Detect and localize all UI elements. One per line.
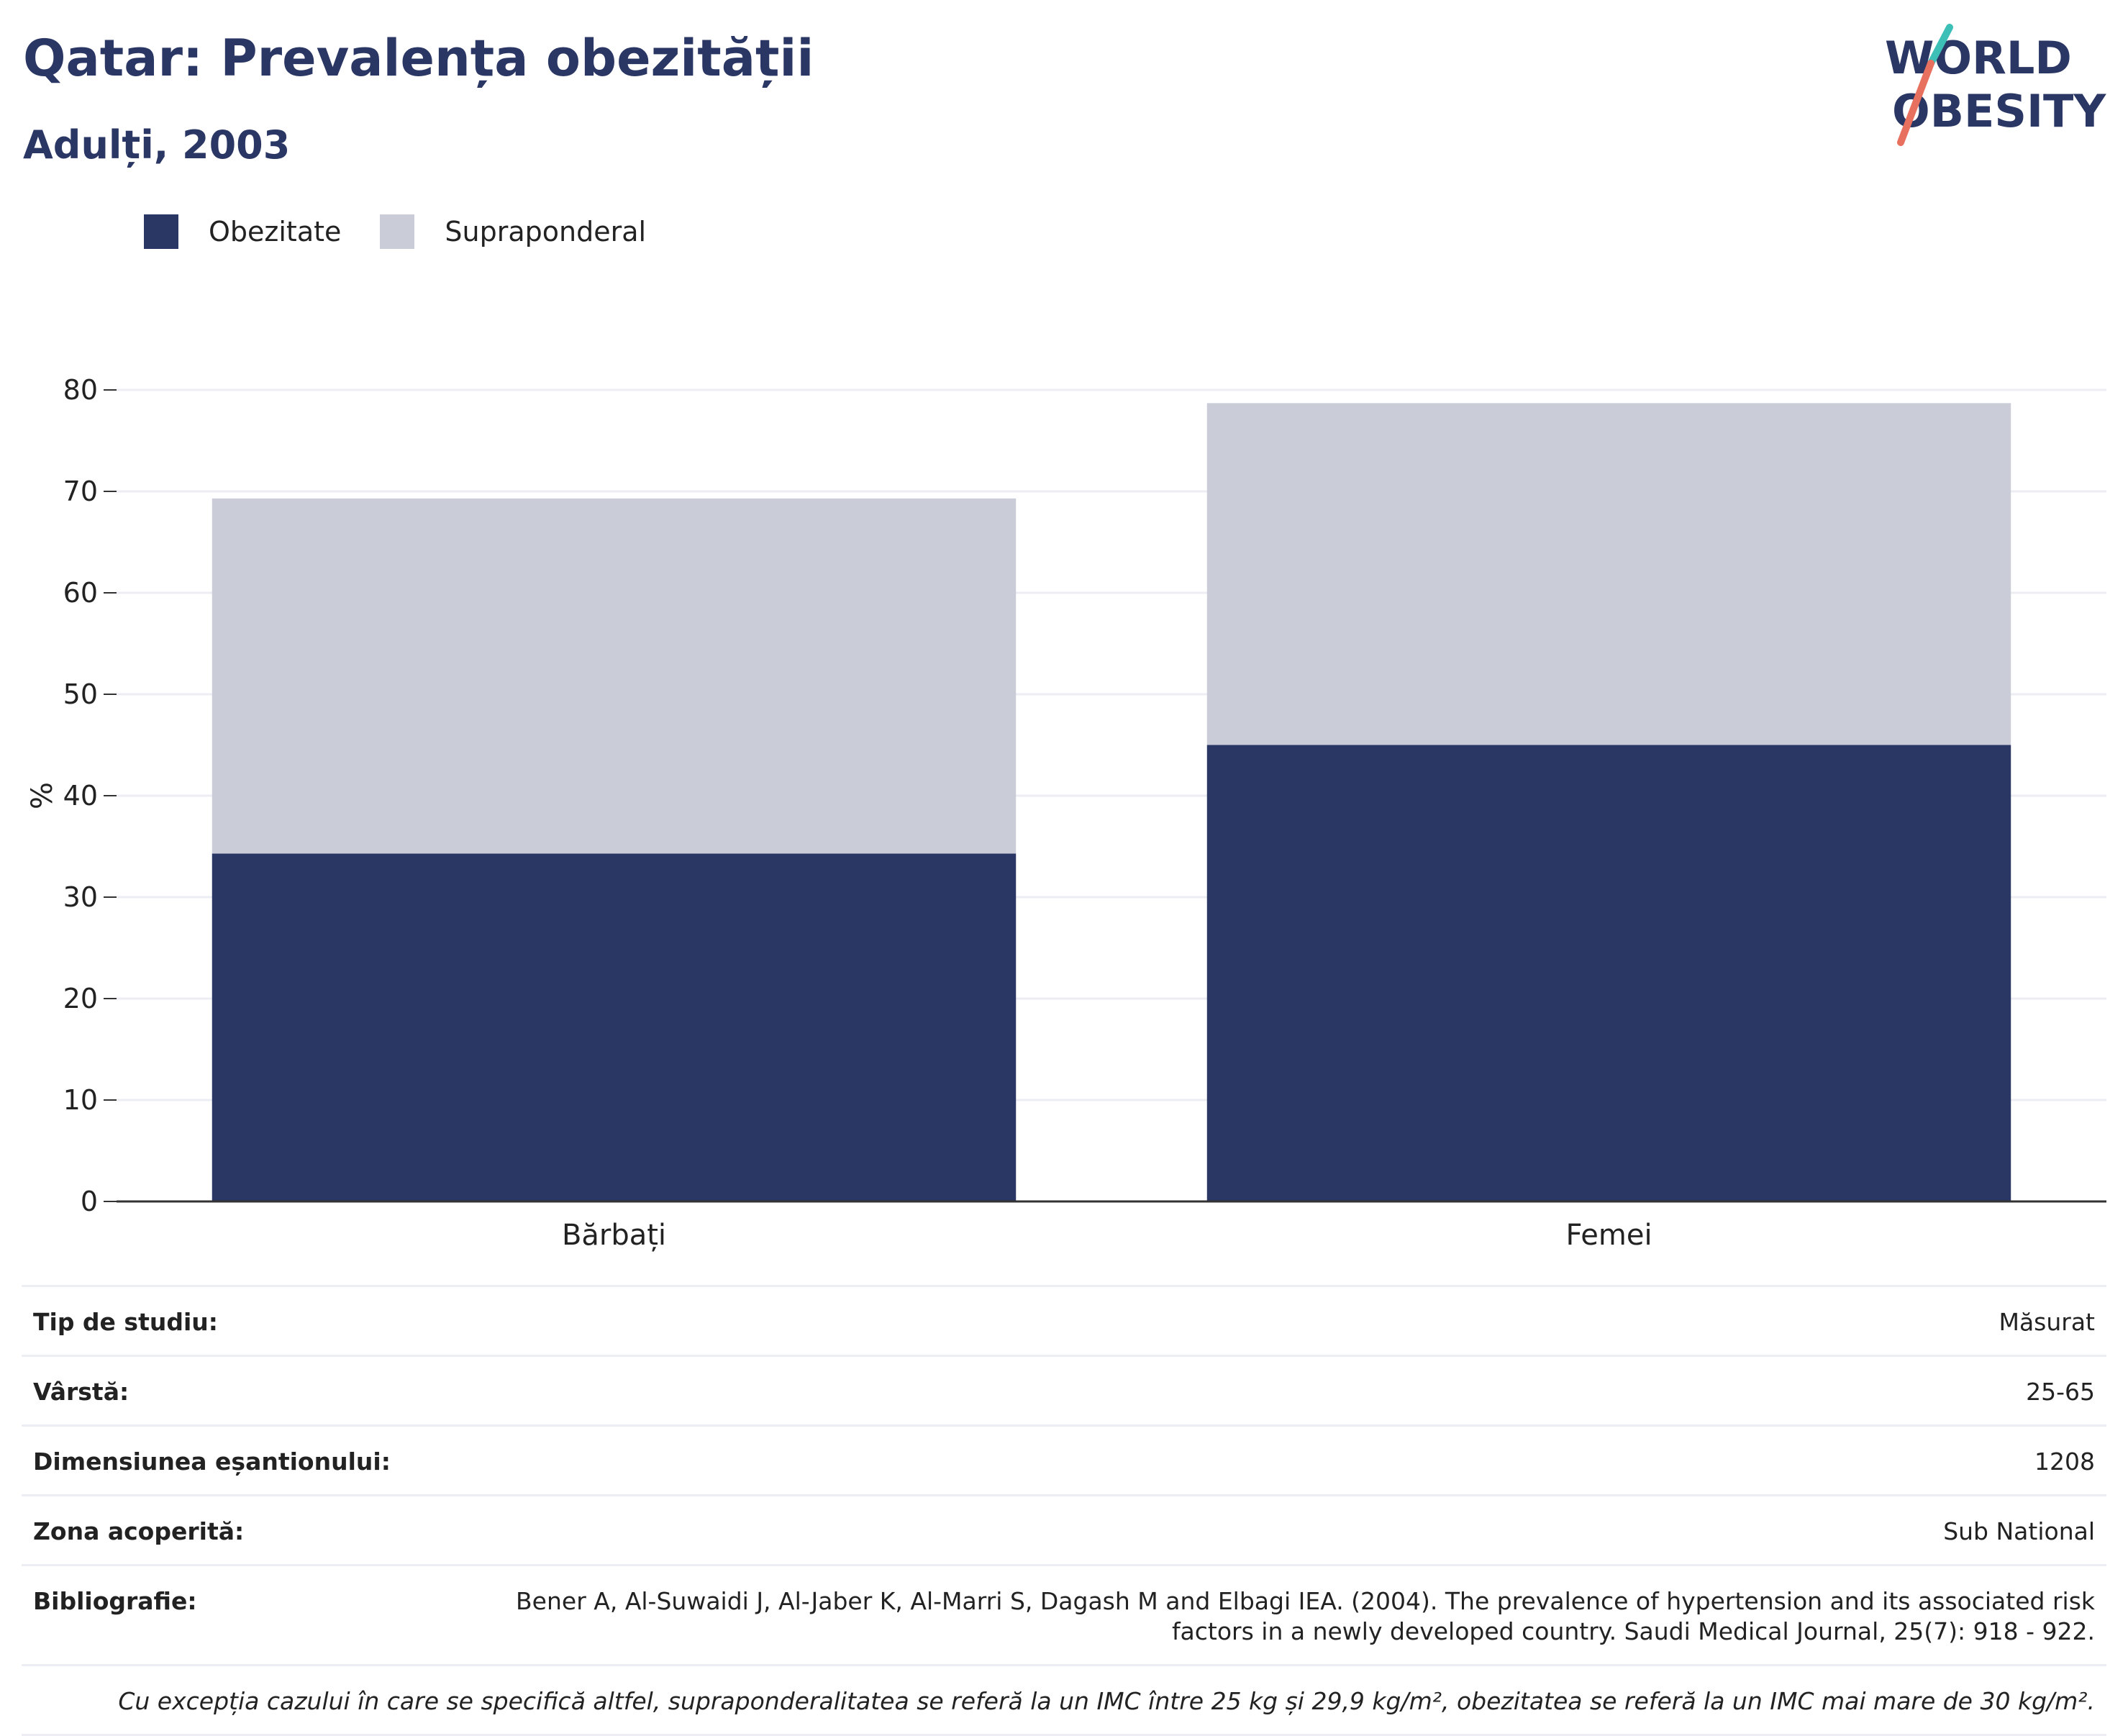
definition-footnote: Cu excepția cazului în care se specifică… xyxy=(22,1664,2106,1736)
legend-item-obezitate[interactable]: Obezitate xyxy=(144,214,341,249)
legend-item-supraponderal[interactable]: Supraponderal xyxy=(380,214,646,249)
x-category-label: Femei xyxy=(1565,1219,1652,1252)
y-tick-label: 70 xyxy=(63,476,98,507)
chart-legend: Obezitate Supraponderal xyxy=(144,214,685,249)
info-value: Sub National xyxy=(1943,1517,2095,1545)
info-value: 25-65 xyxy=(2026,1378,2095,1406)
info-value: 1208 xyxy=(2034,1448,2095,1476)
y-tick-label: 10 xyxy=(63,1084,98,1116)
stacked-bar-chart: 0 10 20 30 40 50 60 70 80 Bărbați Femei% xyxy=(26,374,2106,1252)
info-value: Bener A, Al-Suwaidi J, Al-Jaber K, Al-Ma… xyxy=(516,1587,2095,1645)
y-axis-label: % xyxy=(26,782,59,809)
info-row-study-type: Tip de studiu: Măsurat xyxy=(22,1285,2106,1355)
legend-label-supraponderal: Supraponderal xyxy=(445,216,647,247)
info-row-sample-size: Dimensiunea eșantionului: 1208 xyxy=(22,1424,2106,1494)
page-subtitle: Adulți, 2003 xyxy=(23,122,291,168)
y-tick-label: 40 xyxy=(63,780,98,812)
info-value: Măsurat xyxy=(1999,1308,2095,1336)
logo-line2: OBESITY xyxy=(1892,85,2106,137)
legend-label-obezitate: Obezitate xyxy=(209,216,342,247)
info-key: Vârstă: xyxy=(33,1378,129,1406)
logo-slash-teal xyxy=(1927,24,1953,67)
bar-supraponderal-0 xyxy=(212,498,1017,854)
y-tick-label: 20 xyxy=(63,983,98,1014)
study-info-table: Tip de studiu: Măsurat Vârstă: 25-65 Dim… xyxy=(22,1285,2106,1736)
info-key: Dimensiunea eșantionului: xyxy=(33,1448,391,1476)
bar-obezitate-1 xyxy=(1206,745,2011,1201)
legend-swatch-supraponderal xyxy=(380,214,415,249)
bar-obezitate-0 xyxy=(212,853,1017,1201)
bar-supraponderal-1 xyxy=(1206,403,2011,745)
legend-swatch-obezitate xyxy=(144,214,178,249)
info-key: Bibliografie: xyxy=(33,1587,197,1615)
y-tick-label: 30 xyxy=(63,881,98,913)
y-tick-label: 80 xyxy=(63,374,98,406)
world-obesity-logo: WORLD OBESITY xyxy=(1870,22,2115,151)
footnote-text: Cu excepția cazului în care se specifică… xyxy=(118,1687,2095,1715)
logo-line1: WORLD xyxy=(1885,32,2072,84)
info-row-bibliography: Bibliografie: Bener A, Al-Suwaidi J, Al-… xyxy=(22,1564,2106,1664)
y-tick-label: 0 xyxy=(81,1186,98,1217)
logo-slash-coral xyxy=(1897,60,1934,146)
info-key: Tip de studiu: xyxy=(33,1308,218,1336)
info-row-age: Vârstă: 25-65 xyxy=(22,1355,2106,1424)
info-key: Zona acoperită: xyxy=(33,1517,245,1545)
y-tick-label: 60 xyxy=(63,577,98,609)
x-category-label: Bărbați xyxy=(562,1219,666,1252)
info-row-area-covered: Zona acoperită: Sub National xyxy=(22,1494,2106,1564)
page-title: Qatar: Prevalența obezității xyxy=(23,29,814,88)
y-tick-label: 50 xyxy=(63,678,98,710)
